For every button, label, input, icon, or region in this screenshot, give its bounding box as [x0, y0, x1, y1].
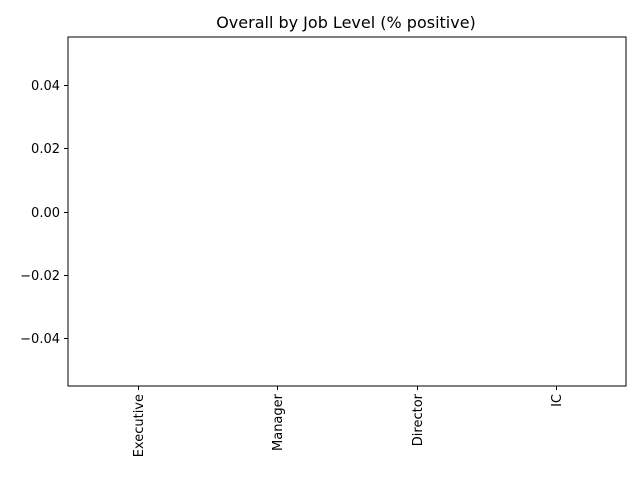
x-tick-label: Manager	[271, 393, 286, 451]
y-tick-label: −0.02	[20, 269, 60, 284]
x-tick-label: Director	[411, 393, 426, 446]
y-tick-label: −0.04	[20, 332, 60, 347]
y-tick-label: 0.02	[31, 142, 60, 157]
x-tick-label: Executive	[132, 394, 147, 457]
plot-area	[67, 36, 627, 387]
y-tick-label: 0.04	[31, 79, 60, 94]
plot-frame	[67, 36, 627, 387]
y-axis: −0.04 −0.02 0.00 0.02 0.04	[20, 79, 68, 347]
y-tick-label: 0.00	[31, 206, 60, 221]
x-tick-label: IC	[550, 394, 565, 407]
chart-title: Overall by Job Level (% positive)	[216, 13, 476, 32]
x-axis: Executive Manager Director IC	[132, 386, 565, 457]
